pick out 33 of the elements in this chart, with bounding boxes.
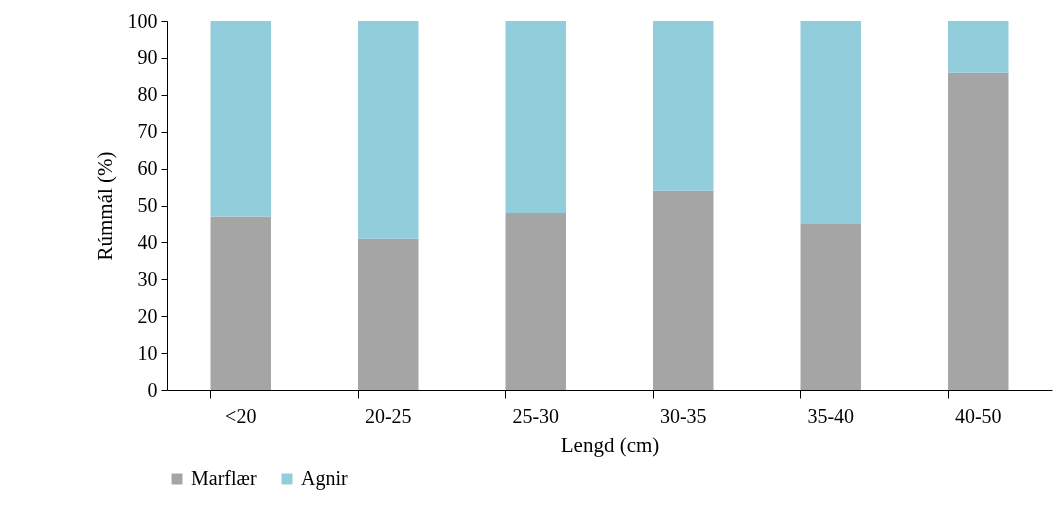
x-tick-label: <20 — [225, 404, 257, 427]
x-tick-label: 25-30 — [512, 404, 560, 427]
bar — [653, 190, 714, 390]
x-tick-label: 35-40 — [807, 404, 855, 427]
bar — [800, 223, 861, 390]
bar — [800, 21, 861, 224]
y-tick-label: 80 — [137, 83, 158, 106]
bar — [505, 21, 566, 213]
bar — [358, 238, 419, 390]
y-tick-label: 40 — [137, 230, 158, 253]
legend-label: Marflær — [191, 467, 257, 489]
y-tick-label: 60 — [137, 157, 158, 180]
legend-label: Agnir — [301, 467, 348, 490]
y-tick-label: 20 — [137, 304, 158, 327]
bar — [505, 212, 566, 390]
x-tick-label: 20-25 — [364, 404, 412, 427]
y-tick-label: 30 — [137, 267, 158, 290]
x-tick-label: 30-35 — [659, 404, 707, 427]
bar — [653, 21, 714, 191]
y-tick-label: 100 — [127, 9, 158, 32]
y-tick-label: 50 — [137, 194, 158, 216]
bar — [210, 216, 271, 390]
bar — [210, 21, 271, 217]
y-axis-title: Rúmmál (%) — [92, 151, 117, 261]
y-tick-label: 10 — [137, 341, 158, 364]
bar — [358, 21, 419, 239]
y-tick-label: 90 — [137, 46, 158, 69]
y-tick-label: 0 — [147, 378, 158, 401]
x-axis-title: Lengd (cm) — [560, 432, 660, 457]
y-tick-label: 70 — [137, 120, 158, 143]
bar — [948, 72, 1009, 390]
bar — [948, 21, 1009, 73]
x-tick-label: 40-50 — [954, 404, 1002, 427]
